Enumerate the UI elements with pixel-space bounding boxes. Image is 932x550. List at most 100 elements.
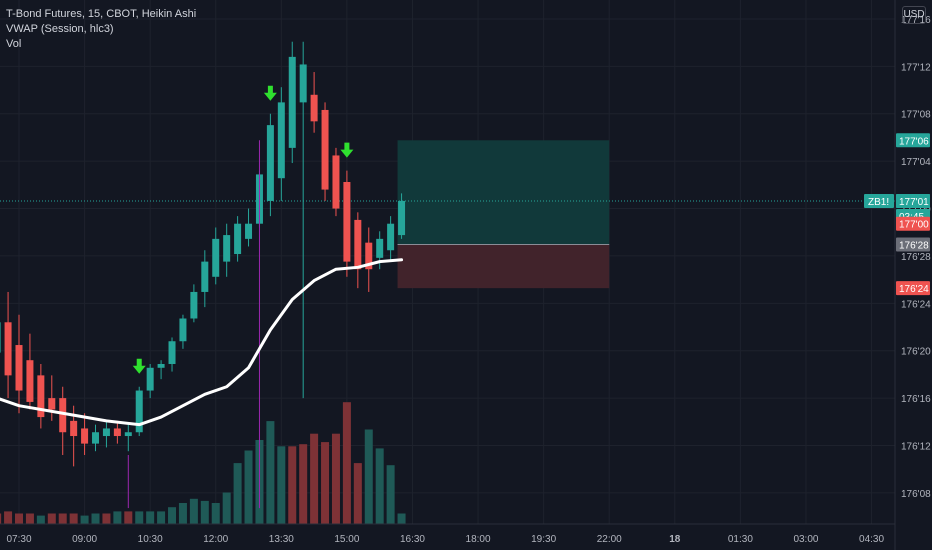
candle-body [201,261,209,292]
volume-bar [375,448,384,524]
candle [201,250,209,308]
candle-body [332,155,340,209]
candle [146,363,154,399]
price-tag: 176'24 [896,281,930,296]
x-tick-label: 04:30 [859,534,884,545]
y-tick-label: 176'24 [901,299,931,310]
price-tag: 177'01 [896,193,930,208]
x-tick-label: 01:30 [728,534,753,545]
volume-bar [342,402,351,524]
volume-bar [4,511,13,524]
currency-button[interactable]: USD [902,6,926,24]
volume-bar [386,465,395,524]
price-tag-label: 177'01 [899,197,929,208]
symbol-tag-label: ZB1! [868,197,889,208]
candle [102,420,110,448]
candle [266,113,274,217]
candle-body [190,291,198,319]
volume-bar [266,421,275,524]
y-tick-label: 176'16 [901,394,931,405]
x-tick-label: 18:00 [466,534,491,545]
candle [157,360,165,380]
legend-main-series[interactable]: T-Bond Futures, 15, CBOT, Heikin Ashi [6,8,197,20]
candle [92,424,100,452]
vwap-line [0,258,404,427]
candle-body [376,238,384,258]
candle-body [102,428,110,437]
volume-bar [299,444,308,524]
price-tag-box [896,133,930,148]
price-tag-label: 177'06 [899,136,929,147]
price-tag-box [896,193,930,208]
candle-body [321,109,329,190]
x-tick-label: 03:00 [793,534,818,545]
candle [15,314,23,414]
legend-vwap[interactable]: VWAP (Session, hlc3) [6,23,114,35]
candle [59,386,67,455]
x-tick-label: 16:30 [400,534,425,545]
candle [81,413,89,455]
candle-body [288,56,296,148]
price-tag-label: 176'28 [899,241,929,252]
volume-bar [277,446,286,524]
candle [4,291,12,399]
volume-bar [157,511,166,524]
candle [288,41,296,164]
candle-series [0,41,406,467]
volume-bar [113,511,122,524]
volume-bar [146,511,155,524]
volume-bar [168,507,177,524]
candle-body [398,200,406,236]
volume-bar [233,463,242,524]
legend-volume[interactable]: Vol [6,38,22,50]
volume-bar [288,446,297,524]
volume-bar [47,513,56,524]
candle [179,314,187,349]
y-tick-label: 177'16 [901,15,931,26]
volume-series [0,402,406,524]
price-tag-box [896,237,930,252]
candle-body [343,181,351,262]
volume-bar [15,513,23,524]
candle-body [26,360,34,402]
candle-body [310,94,318,122]
candle [37,363,45,429]
symbol-tag-box [864,193,894,208]
position-loss-zone [397,244,610,289]
candle-body [179,318,187,342]
candle [124,424,132,452]
candle-body [135,390,143,433]
candle-body [70,420,78,437]
price-tag: 177'00 [896,216,930,231]
volume-bar [102,513,111,524]
y-tick-label: 176'08 [901,489,931,500]
candle-body [15,345,23,391]
candle-body [299,64,307,103]
candle [277,87,285,201]
x-tick-label: 19:30 [531,534,556,545]
price-tag: 177'06 [896,133,930,148]
candle [321,102,329,201]
candle-body [234,223,242,255]
candle [113,420,121,444]
volume-bar [69,513,78,524]
candle-body [168,341,176,364]
candle-body [354,219,362,270]
volume-bar [0,513,2,524]
y-tick-label: 176'12 [901,442,931,453]
y-tick-label: 176'20 [901,347,931,358]
candle-body [212,238,220,277]
volume-bar [36,515,45,524]
x-tick-label: 13:30 [269,534,294,545]
candle [354,212,362,289]
candle-body [81,428,89,444]
candle-body [4,322,12,376]
candle [168,337,176,372]
candle [190,284,198,323]
candle-body [146,367,154,391]
candle [0,322,1,353]
price-tag-label: 176'24 [899,284,929,295]
candle [310,72,318,133]
price-tag: 176'28 [896,237,930,252]
